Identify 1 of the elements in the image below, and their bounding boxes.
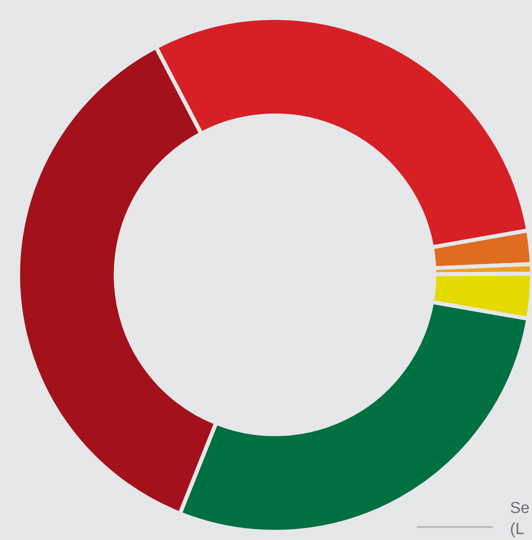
text: Se (L (510, 500, 530, 538)
